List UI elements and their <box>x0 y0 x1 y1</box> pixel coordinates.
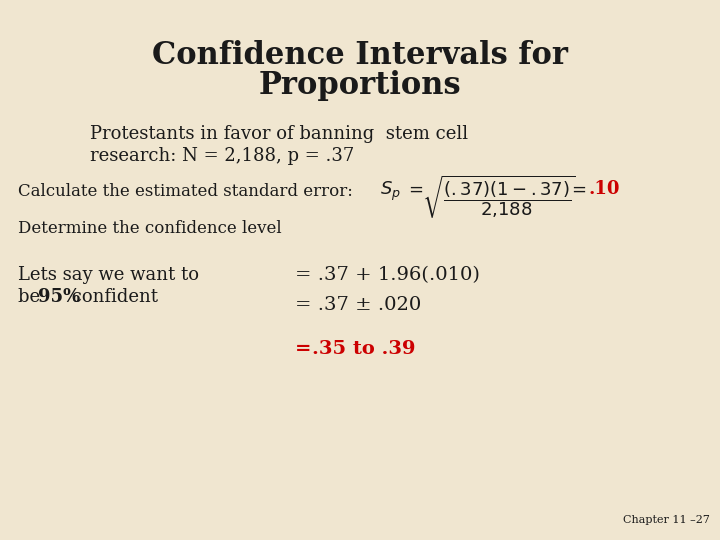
Text: 95%: 95% <box>38 288 80 306</box>
Text: Proportions: Proportions <box>258 70 462 101</box>
Text: $=$: $=$ <box>405 180 423 198</box>
Text: $\sqrt{\dfrac{(.37)(1-.37)}{2{,}188}}$: $\sqrt{\dfrac{(.37)(1-.37)}{2{,}188}}$ <box>422 173 576 220</box>
Text: Protestants in favor of banning  stem cell: Protestants in favor of banning stem cel… <box>90 125 468 143</box>
Text: Confidence Intervals for: Confidence Intervals for <box>152 40 568 71</box>
Text: research: N = 2,188, p = .37: research: N = 2,188, p = .37 <box>90 147 354 165</box>
Text: .35 to .39: .35 to .39 <box>312 340 415 358</box>
Text: $=$: $=$ <box>568 180 587 198</box>
Text: be: be <box>18 288 46 306</box>
Text: Chapter 11 –27: Chapter 11 –27 <box>623 515 710 525</box>
Text: confident: confident <box>66 288 158 306</box>
Text: Calculate the estimated standard error:: Calculate the estimated standard error: <box>18 183 353 200</box>
Text: = .37 + 1.96(.010): = .37 + 1.96(.010) <box>295 266 480 284</box>
Text: .10: .10 <box>588 180 619 198</box>
Text: = .37 ± .020: = .37 ± .020 <box>295 296 421 314</box>
Text: Lets say we want to: Lets say we want to <box>18 266 199 284</box>
Text: $S_p$: $S_p$ <box>380 180 401 203</box>
Text: =: = <box>295 340 318 358</box>
Text: Determine the confidence level: Determine the confidence level <box>18 220 282 237</box>
